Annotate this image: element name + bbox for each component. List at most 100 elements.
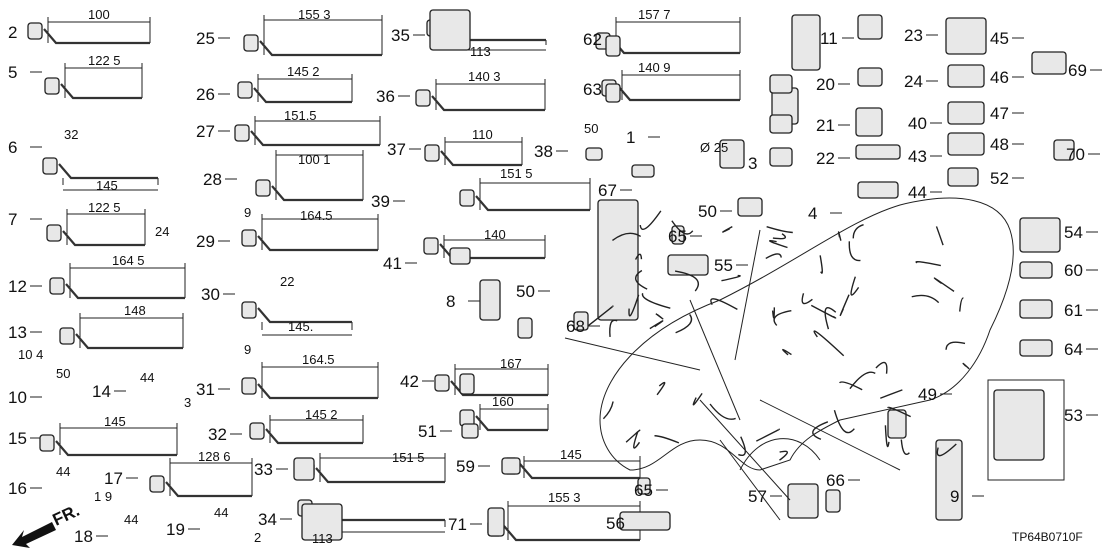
component-icon	[945, 17, 987, 55]
part-callout: 53	[1064, 406, 1083, 425]
component-icon	[1019, 217, 1061, 253]
wire-harness-bundle	[564, 210, 970, 521]
component-icon	[517, 317, 533, 339]
dimension-label: 50	[56, 366, 70, 381]
clip-icon	[249, 422, 265, 440]
component-icon	[1031, 51, 1067, 75]
dimension-label: 164.5	[300, 208, 333, 223]
component-icon	[947, 167, 979, 187]
part-callout: 2	[8, 23, 17, 42]
component-icon	[825, 489, 841, 513]
part-callout: 71	[448, 515, 467, 534]
part-callout: 12	[8, 277, 27, 296]
part-callout: 3	[748, 154, 757, 173]
clip-icon	[27, 22, 43, 40]
part-callout: 8	[446, 292, 455, 311]
component-icon	[631, 164, 655, 178]
component-icon	[301, 503, 343, 541]
part-callout: 13	[8, 323, 27, 342]
dimension-label: 145	[560, 447, 582, 462]
component-icon	[947, 64, 985, 88]
part-callout: 67	[598, 181, 617, 200]
dimension-label: 3	[184, 395, 191, 410]
dimension-label: 44	[214, 505, 228, 520]
dimension-label: 167	[500, 356, 522, 371]
component-icon	[719, 139, 745, 169]
part-callout: 16	[8, 479, 27, 498]
dimension-label: 140	[484, 227, 506, 242]
part-callout: 47	[990, 104, 1009, 123]
component-icon	[619, 511, 671, 531]
clip-icon	[49, 277, 65, 295]
dimension-label: 24	[155, 224, 169, 239]
clip-icon	[423, 237, 439, 255]
front-marker: FR.	[50, 501, 83, 530]
dimension-label: 10 4	[18, 347, 43, 362]
dimension-label: 140 9	[638, 60, 671, 75]
part-callout: 65	[634, 481, 653, 500]
component-icon	[1019, 299, 1053, 319]
part-callout: 6	[8, 138, 17, 157]
part-callout: 17	[104, 469, 123, 488]
part-callout: 18	[74, 527, 93, 546]
clip-icon	[234, 124, 250, 142]
clip-icon	[39, 434, 55, 452]
component-icon	[479, 279, 501, 321]
part-callout: 39	[371, 192, 390, 211]
part-callout: 22	[816, 149, 835, 168]
dimension-label: 9	[244, 342, 251, 357]
dimension-label: 2	[254, 530, 261, 545]
component-icon	[605, 35, 621, 57]
component-icon	[1053, 139, 1075, 161]
component-icon	[585, 147, 603, 161]
component-icon	[857, 67, 883, 87]
part-callout: 64	[1064, 340, 1083, 359]
component-icon	[857, 14, 883, 40]
dimension-label: 44	[140, 370, 154, 385]
dimension-label: 140 3	[468, 69, 501, 84]
part-callout: 24	[904, 72, 923, 91]
part-callout: 69	[1068, 61, 1087, 80]
part-callout: 28	[203, 170, 222, 189]
dimension-label: 100 1	[298, 152, 331, 167]
component-icon	[855, 107, 883, 137]
part-callout: 25	[196, 29, 215, 48]
clip-icon	[255, 179, 271, 197]
dimension-label: 145 2	[287, 64, 320, 79]
clip-icon	[424, 144, 440, 162]
clip-icon	[46, 224, 62, 242]
component-icon	[857, 181, 899, 199]
component-icon	[993, 389, 1045, 461]
dimension-label: 160	[492, 394, 514, 409]
component-icon	[935, 439, 963, 521]
part-callout: 55	[714, 256, 733, 275]
vehicle-outline	[599, 197, 1014, 471]
part-callout: 30	[201, 285, 220, 304]
part-callout: 11	[820, 29, 838, 48]
clip-icon	[59, 327, 75, 345]
dimension-label: 151 5	[500, 166, 533, 181]
part-callout: 51	[418, 422, 437, 441]
dimension-label: 9	[244, 205, 251, 220]
part-callout: 60	[1064, 261, 1083, 280]
component-icon	[573, 311, 589, 331]
dimension-label: 145	[96, 178, 118, 193]
clip-icon	[241, 301, 257, 319]
dimension-label: 1 9	[94, 489, 112, 504]
part-callout: 7	[8, 210, 17, 229]
part-callout: 49	[918, 385, 937, 404]
dimension-label: 110	[472, 127, 493, 142]
diagram-code: TP64B0710F	[1012, 530, 1083, 544]
dimension-label: 164.5	[302, 352, 335, 367]
part-callout: 50	[516, 282, 535, 301]
component-icon	[449, 247, 471, 265]
clip-icon	[44, 77, 60, 95]
dimension-label: 50	[584, 121, 598, 136]
part-callout: 42	[400, 372, 419, 391]
part-callout: 33	[254, 460, 273, 479]
component-icon	[769, 74, 793, 94]
dimension-label: 151.5	[284, 108, 317, 123]
dimension-label: 157 7	[638, 7, 671, 22]
part-callout: 31	[196, 380, 215, 399]
